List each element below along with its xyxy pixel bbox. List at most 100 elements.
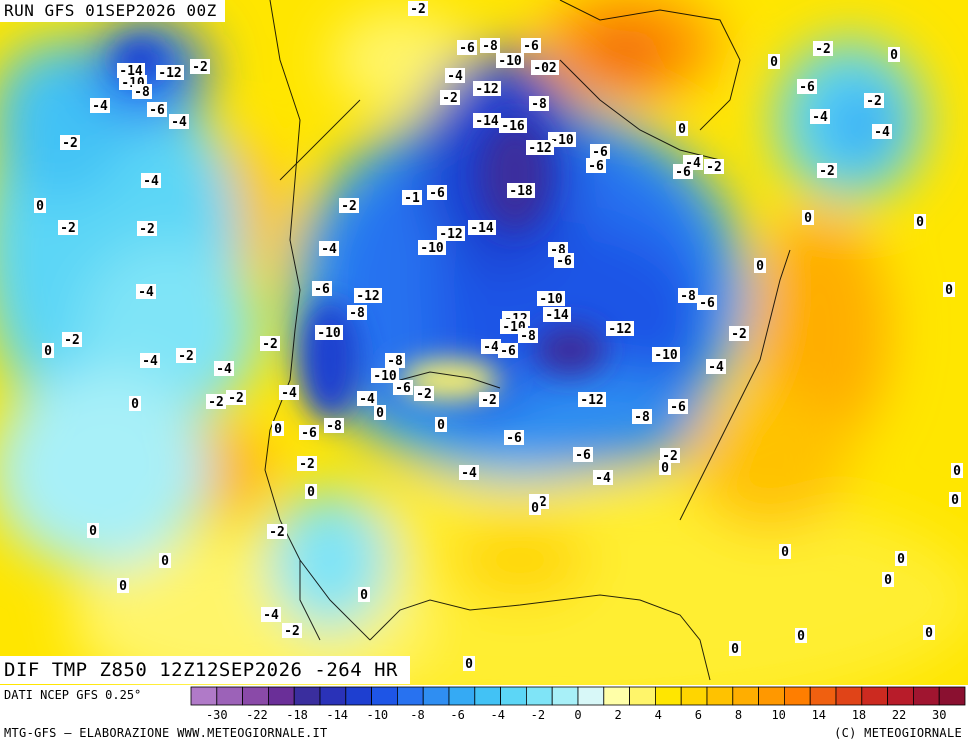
anomaly-label-text: -4 [321,242,337,257]
legend-swatch [784,686,811,706]
legend-tick-label: 2 [615,708,622,722]
anomaly-label-text: 0 [884,573,892,588]
anomaly-label: -12 [526,140,554,156]
anomaly-label-text: -16 [501,119,525,134]
legend-swatch [190,686,218,706]
anomaly-label-text: -2 [228,391,244,406]
anomaly-label: -2 [813,41,833,57]
anomaly-label: -8 [132,84,152,100]
anomaly-label: 0 [117,578,129,594]
anomaly-label: -6 [498,343,518,359]
anomaly-label: -6 [590,144,610,160]
anomaly-label-text: 0 [797,629,805,644]
anomaly-label-text: 0 [360,588,368,603]
legend-swatch [448,686,476,706]
anomaly-label-text: -10 [539,292,563,307]
anomaly-label: -4 [279,385,299,401]
anomaly-label-text: -14 [475,114,499,129]
anomaly-label-text: 0 [678,122,686,137]
anomaly-label-text: 0 [274,422,282,437]
anomaly-label-text: -12 [158,66,181,81]
anomaly-label-text: -4 [216,362,232,377]
legend-swatch [861,686,888,706]
coastlines [264,0,791,681]
anomaly-label: -2 [297,456,317,472]
anomaly-label: -14 [473,113,501,129]
anomaly-label-text: 0 [437,418,445,433]
legend-tick-label: -18 [286,708,308,722]
anomaly-label-text: -12 [608,322,631,337]
legend-swatch [809,686,837,706]
anomaly-label: -4 [136,284,156,300]
anomaly-label-text: -2 [410,2,426,17]
anomaly-label: -12 [437,226,465,242]
anomaly-label: -4 [706,359,726,375]
anomaly-label: -12 [606,321,634,337]
anomaly-label-text: -1 [404,191,420,206]
legend-tick-label: 18 [852,708,866,722]
anomaly-label: -10 [652,347,680,363]
legend-swatch [268,686,295,706]
anomaly-label: -6 [586,158,606,174]
anomaly-label-text: -8 [326,419,342,434]
anomaly-label-text: -4 [281,386,297,401]
anomaly-label-text: -6 [429,186,445,201]
anomaly-label: 0 [374,405,386,421]
anomaly-label-text: -6 [500,344,516,359]
anomaly-label-text: 0 [161,554,169,569]
anomaly-label-text: -8 [680,289,696,304]
legend-tick-label: 6 [695,708,702,722]
legend-swatch [603,686,630,706]
anomaly-label-text: -4 [447,69,463,84]
anomaly-label: 0 [529,500,541,516]
anomaly-label: -10 [496,53,524,69]
anomaly-label: 0 [659,460,671,476]
legend-tick-label: -30 [206,708,228,722]
anomaly-label: -6 [573,447,593,463]
anomaly-label: -6 [312,281,332,297]
legend-tick-label: 0 [574,708,581,722]
legend-swatch [732,686,759,706]
anomaly-label-text: 0 [465,657,473,672]
anomaly-label-text: -8 [634,410,650,425]
legend-swatch [371,686,398,706]
anomaly-label-text: -4 [142,354,158,369]
anomaly-label-text: -2 [706,160,722,175]
anomaly-label: -12 [578,392,606,408]
anomaly-label: -8 [347,305,367,321]
anomaly-label-text: -2 [178,349,194,364]
anomaly-label-text: 0 [661,461,669,476]
anomaly-label: -10 [418,240,446,256]
anomaly-label-text: -10 [498,54,522,69]
anomaly-label-text: -6 [588,159,604,174]
legend-swatch [887,686,914,706]
anomaly-label-text: 0 [925,626,933,641]
anomaly-label: -4 [445,68,465,84]
anomaly-label: 0 [272,421,284,437]
legend-swatch [525,686,553,706]
run-label: RUN GFS 01SEP2026 00Z [0,0,225,22]
anomaly-label: -10 [371,368,399,384]
anomaly-label: -2 [817,163,837,179]
anomaly-label: -2 [408,1,428,17]
anomaly-label: 0 [676,121,688,137]
anomaly-label: -2 [176,348,196,364]
anomaly-label: 0 [87,523,99,539]
anomaly-label-text: -2 [208,395,224,410]
source-label: DATI NCEP GFS 0.25° [4,688,142,702]
legend-tick-label: -8 [410,708,424,722]
anomaly-label: 0 [768,54,780,70]
anomaly-label: -6 [797,79,817,95]
anomaly-label: 0 [42,343,54,359]
legend-swatch [680,686,708,706]
anomaly-label: -6 [554,253,574,269]
anomaly-label-text: -4 [812,110,828,125]
anomaly-label: -1 [402,190,422,206]
anomaly-label-text: 0 [731,642,739,657]
anomaly-label: -10 [548,132,576,148]
anomaly-label-text: -6 [575,448,591,463]
anomaly-label: -2 [137,221,157,237]
anomaly-label: 0 [802,210,814,226]
anomaly-label-text: 0 [756,259,764,274]
anomaly-label-text: -02 [533,61,556,76]
